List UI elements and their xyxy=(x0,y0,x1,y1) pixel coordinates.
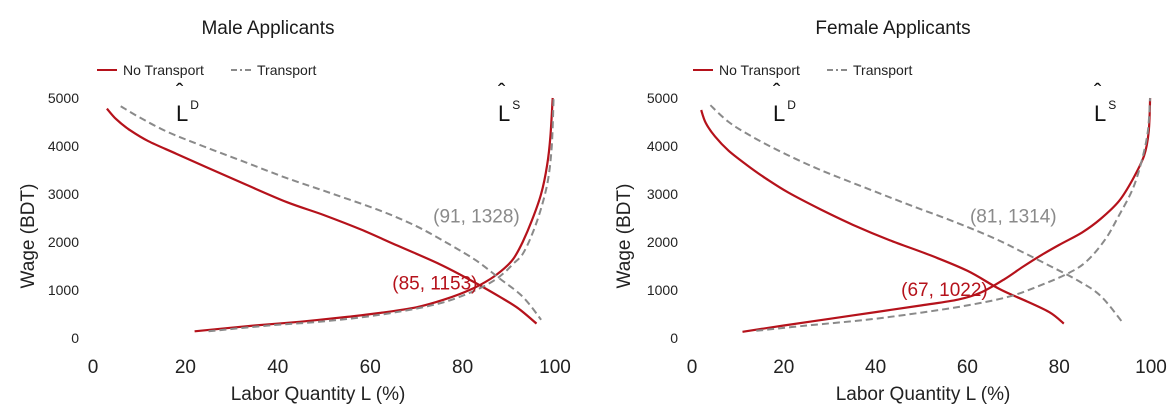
x-tick-label: 80 xyxy=(452,357,473,378)
supply-hat: ˆ xyxy=(1094,79,1102,104)
y-tick-label: 1000 xyxy=(647,282,678,298)
series-group xyxy=(700,97,1152,333)
y-axis-label: Wage (BDT) xyxy=(18,184,39,289)
chart-title: Female Applicants xyxy=(815,18,970,39)
transport-demand-line xyxy=(120,105,542,321)
x-axis-label: Labor Quantity L (%) xyxy=(231,384,406,405)
y-tick-label: 0 xyxy=(670,330,678,346)
y-axis-ticks: 0 1000 2000 3000 4000 5000 xyxy=(48,90,79,346)
legend-label-no-transport: No Transport xyxy=(123,62,204,78)
legend-label-transport: Transport xyxy=(257,62,317,78)
x-tick-label: 80 xyxy=(1049,357,1070,378)
y-tick-label: 0 xyxy=(71,330,79,346)
series-group xyxy=(106,97,555,333)
annotations: (67, 1022) (81, 1314) xyxy=(901,207,1056,301)
y-axis-ticks: 0 1000 2000 3000 4000 5000 xyxy=(647,90,678,346)
chart-title: Male Applicants xyxy=(201,18,334,39)
point-annotation: (85, 1153) xyxy=(392,274,477,295)
x-tick-label: 0 xyxy=(687,357,698,378)
y-tick-label: 5000 xyxy=(647,90,678,106)
no-transport-supply-line xyxy=(742,97,1152,333)
x-tick-label: 100 xyxy=(539,357,571,378)
x-tick-label: 60 xyxy=(360,357,381,378)
supply-hat: ˆ xyxy=(498,79,506,104)
x-tick-label: 40 xyxy=(267,357,288,378)
y-tick-label: 2000 xyxy=(647,234,678,250)
transport-supply-line xyxy=(756,97,1152,332)
demand-hat: ˆ xyxy=(773,79,781,104)
point-annotation: (91, 1328) xyxy=(433,207,520,228)
x-tick-label: 20 xyxy=(175,357,196,378)
annotations: (85, 1153) (91, 1328) xyxy=(392,207,519,295)
no-transport-demand-line xyxy=(106,107,538,325)
x-axis-ticks: 0 20 40 60 80 100 xyxy=(88,357,571,378)
x-tick-label: 20 xyxy=(773,357,794,378)
x-tick-label: 40 xyxy=(865,357,886,378)
point-annotation: (81, 1314) xyxy=(970,207,1057,228)
legend: No Transport Transport xyxy=(97,62,317,78)
transport-supply-line xyxy=(208,97,555,333)
legend: No Transport Transport xyxy=(693,62,913,78)
x-tick-label: 100 xyxy=(1135,357,1167,378)
x-tick-label: 0 xyxy=(88,357,99,378)
y-tick-label: 4000 xyxy=(48,138,79,154)
point-annotation: (67, 1022) xyxy=(901,280,988,301)
y-tick-label: 3000 xyxy=(647,186,678,202)
x-axis-ticks: 0 20 40 60 80 100 xyxy=(687,357,1167,378)
y-tick-label: 4000 xyxy=(647,138,678,154)
x-tick-label: 60 xyxy=(957,357,978,378)
y-axis-label: Wage (BDT) xyxy=(614,184,635,289)
y-tick-label: 2000 xyxy=(48,234,79,250)
no-transport-supply-line xyxy=(194,97,554,333)
legend-label-transport: Transport xyxy=(853,62,913,78)
y-tick-label: 3000 xyxy=(48,186,79,202)
legend-label-no-transport: No Transport xyxy=(719,62,800,78)
y-tick-label: 1000 xyxy=(48,282,79,298)
male-applicants-panel: Male Applicants No Transport Transport L… xyxy=(18,18,571,405)
female-applicants-panel: Female Applicants No Transport Transport… xyxy=(614,18,1167,405)
y-tick-label: 5000 xyxy=(48,90,79,106)
demand-hat: ˆ xyxy=(176,79,184,104)
x-axis-label: Labor Quantity L (%) xyxy=(836,384,1011,405)
